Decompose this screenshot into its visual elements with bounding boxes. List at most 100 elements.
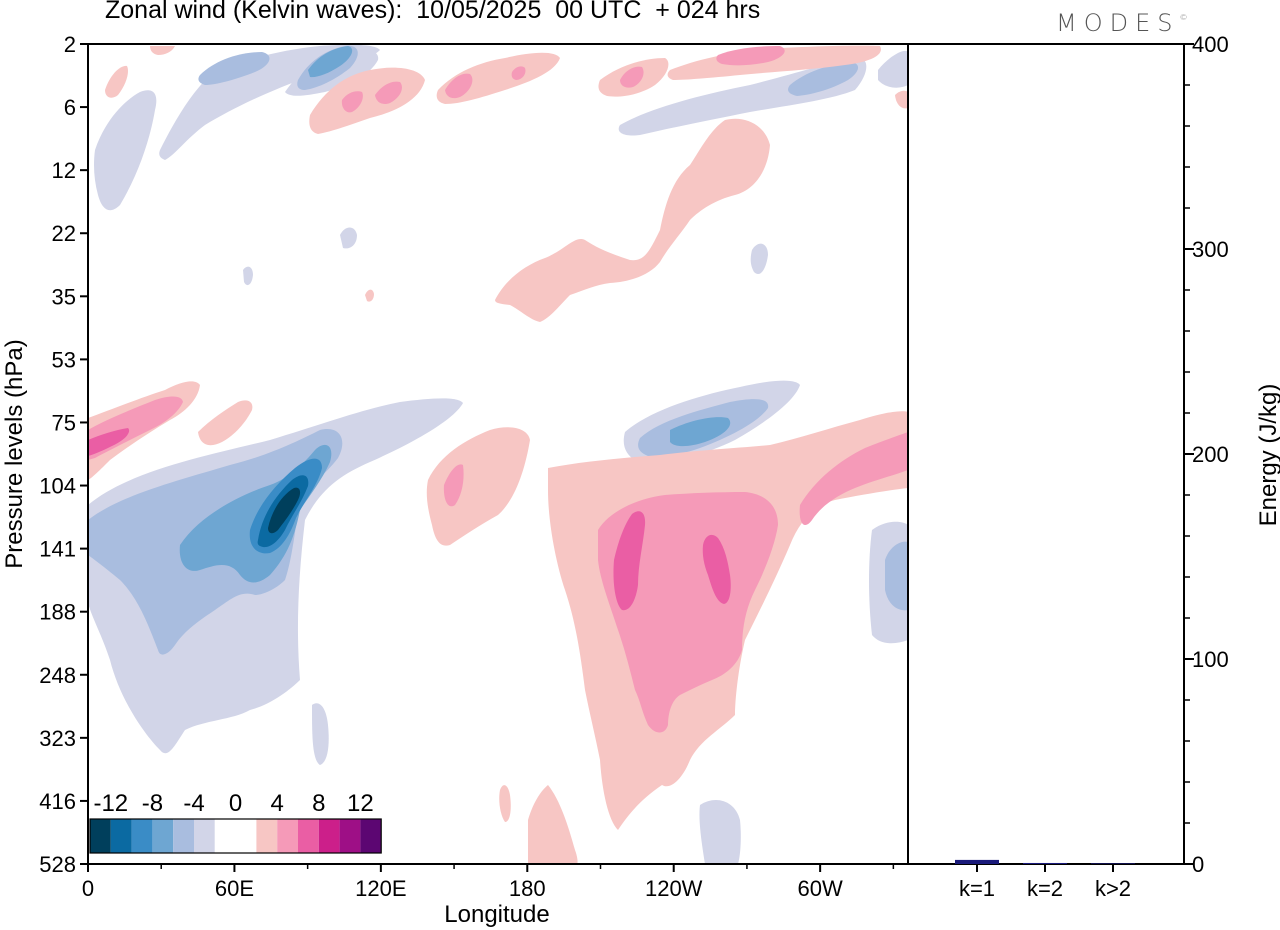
- energy-category-label: k=2: [1027, 876, 1063, 901]
- y-tick-label: 323: [39, 726, 76, 751]
- y-tick-label: 2: [64, 32, 76, 57]
- modes-logo: MODES©: [1056, 9, 1188, 37]
- contour-pos2-top-left: [105, 65, 128, 98]
- colorbar-swatch: [235, 819, 257, 853]
- colorbar-swatch: [277, 819, 298, 853]
- contour-pos2-top-4: [667, 45, 881, 80]
- contour-pos2-west-75b: [198, 400, 253, 446]
- y-tick-label: 104: [39, 474, 76, 499]
- energy-tick-label: 100: [1192, 647, 1229, 672]
- y-tick-label: 141: [39, 537, 76, 562]
- x-tick-label: 0: [82, 876, 94, 901]
- colorbar-swatch: [90, 819, 111, 853]
- colorbar-frame: [89, 818, 382, 854]
- x-tick-label: 60E: [215, 876, 254, 901]
- energy-bars: [955, 859, 1135, 864]
- x-tick-label: 120E: [355, 876, 406, 901]
- x-tick-label: 60W: [798, 876, 843, 901]
- energy-plot-frame: [907, 43, 1185, 865]
- colorbar-label: 0: [229, 790, 242, 817]
- y-axis-label: Pressure levels (hPa): [1, 339, 28, 568]
- contour-pos4-lower-mid: [443, 464, 464, 507]
- y-tick-label: 248: [39, 663, 76, 688]
- contour-pos6-west-75: [88, 428, 130, 456]
- energy-axis: 0 100 200 300 400: [1184, 32, 1229, 877]
- contour-pos2-bottom-2: [499, 785, 511, 822]
- contour-pos4-east-75: [799, 432, 908, 525]
- colorbar-label: -4: [183, 790, 204, 817]
- y-tick-label: 528: [39, 852, 76, 877]
- colorbar-label: -12: [93, 790, 128, 817]
- y-tick-label: 188: [39, 600, 76, 625]
- contour-pos2-top-midleft: [150, 46, 175, 55]
- y-tick-label: 35: [52, 284, 76, 309]
- contour-neg2-blob-2: [243, 266, 253, 286]
- y-axis: 2 6 12 22 35 53 75 104 141 188 248 323 416 528: [39, 32, 88, 877]
- colorbar-label: -8: [142, 790, 163, 817]
- energy-axis-label: Energy (J/kg): [1255, 384, 1280, 527]
- contour-neg4-top-east: [788, 62, 859, 96]
- energy-bar: [1023, 862, 1067, 864]
- contour-pos4-top-2: [375, 81, 402, 105]
- y-tick-label: 6: [64, 95, 76, 120]
- contour-pos2-bottom-1: [528, 785, 578, 864]
- energy-tick-label: 300: [1192, 237, 1229, 262]
- contour-pos4-top-5: [716, 46, 785, 66]
- chart-title: Zonal wind (Kelvin waves): 10/05/2025 00…: [105, 0, 761, 24]
- energy-tick-label: 400: [1192, 32, 1229, 57]
- contour-neg4-top-1: [198, 52, 270, 85]
- x-axis: 0 60E 120E 180 120W 60W: [82, 864, 895, 901]
- contour-pos2-blob-1: [365, 289, 374, 302]
- colorbar-swatch: [298, 819, 319, 853]
- colorbar-swatch: [173, 819, 194, 853]
- colorbar-label: 8: [312, 790, 325, 817]
- contour-neg2-strip: [312, 703, 329, 765]
- energy-bar: [955, 859, 999, 864]
- contour-neg4-east-150: [885, 541, 908, 611]
- y-tick-label: 53: [52, 347, 76, 372]
- contour-field: [88, 44, 908, 864]
- colorbar-swatch: [318, 819, 340, 853]
- contour-neg6-90: [670, 417, 731, 447]
- contour-neg2-blob-3: [750, 243, 768, 275]
- y-tick-label: 22: [52, 221, 76, 246]
- contour-pos2-lower-mid: [426, 427, 530, 546]
- y-tick-label: 416: [39, 789, 76, 814]
- colorbar-swatch: [152, 819, 174, 853]
- energy-category-label: k>2: [1095, 876, 1131, 901]
- contour-pos2-blob-2: [895, 90, 908, 109]
- colorbar-swatch: [360, 819, 382, 853]
- colorbar-swatch: [214, 819, 236, 853]
- energy-category-label: k=1: [959, 876, 995, 901]
- x-axis-label: Longitude: [444, 901, 549, 928]
- energy-categories: k=1 k=2 k>2: [959, 864, 1131, 901]
- contour-pos6-core-2: [702, 534, 731, 604]
- colorbar-swatch: [194, 819, 215, 853]
- contour-pos4-top-6: [511, 66, 526, 80]
- energy-tick-label: 200: [1192, 442, 1229, 467]
- colorbar-swatch: [110, 819, 132, 853]
- contour-neg2-top-west: [94, 90, 157, 211]
- contour-pos6-core-1: [613, 511, 646, 611]
- colorbar-swatch: [131, 819, 153, 853]
- contour-pos4-top-4: [620, 66, 644, 88]
- colorbar-label: 12: [347, 790, 374, 817]
- y-tick-label: 12: [52, 158, 76, 183]
- contour-neg2-blob-1: [340, 227, 357, 249]
- colorbar-swatch: [256, 819, 278, 853]
- contour-neg6-top: [308, 46, 353, 78]
- contour-pos4-top-1: [341, 91, 363, 113]
- contour-pos4-top-3: [445, 73, 473, 99]
- colorbar-swatch: [339, 819, 361, 853]
- colorbar: -12 -8 -4 0 4 8 12: [89, 790, 382, 854]
- y-tick-label: 75: [52, 410, 76, 435]
- contour-neg2-blob-4: [699, 800, 741, 864]
- x-tick-label: 120W: [645, 876, 703, 901]
- colorbar-label: 4: [271, 790, 284, 817]
- contour-neg2-top-right: [878, 50, 908, 88]
- contour-neg12-core: [268, 487, 301, 534]
- energy-tick-label: 0: [1192, 852, 1204, 877]
- energy-bar: [1091, 863, 1135, 864]
- contour-pos2-upper-mid: [495, 118, 770, 322]
